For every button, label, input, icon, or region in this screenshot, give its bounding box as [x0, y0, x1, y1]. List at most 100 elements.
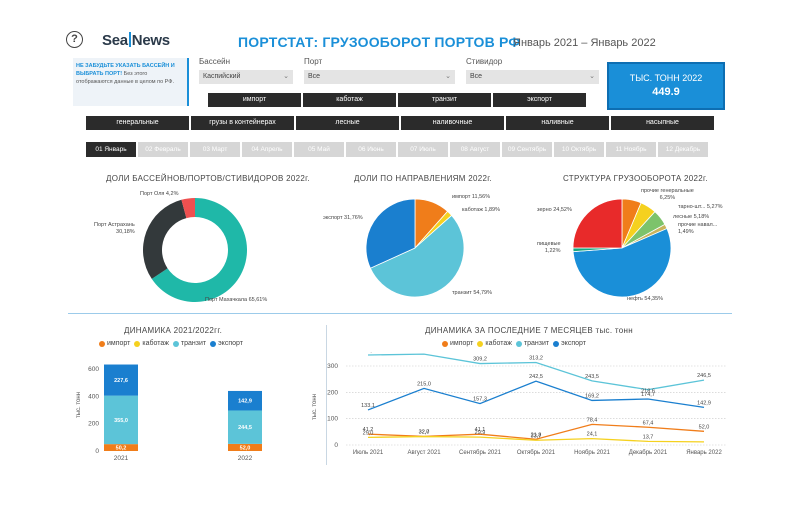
line-series-транзит[interactable] [367, 353, 705, 391]
direction-button-transit[interactable]: транзит [398, 93, 491, 107]
pie-slice-4[interactable] [365, 198, 416, 269]
line-data-label: 33,7 [531, 433, 542, 439]
line-series-каботаж[interactable] [367, 435, 705, 443]
bar-y-tick: 600 [88, 366, 99, 373]
line-data-label: 341,8 [361, 352, 375, 354]
legend2-dot-import [442, 340, 448, 347]
kpi-value: 449.9 [652, 86, 680, 98]
direction-button-cabotage[interactable]: каботаж [303, 93, 396, 107]
shares-chart-title: ДОЛИ БАССЕЙНОВ/ПОРТОВ/СТИВИДОРОВ 2022г. [106, 174, 310, 183]
logo-separator [128, 32, 131, 47]
pie-label-cabotage: каботаж 1,89% [462, 207, 500, 214]
struct-label-grain-text: зерно 24,52% [537, 207, 572, 213]
line-data-label: 24,1 [587, 432, 598, 438]
column-divider [326, 325, 327, 465]
line-data-label: 309,2 [473, 357, 487, 363]
month-button-10[interactable]: 10 Октябрь [554, 142, 604, 157]
cargo-button-bulk[interactable]: насыпные [611, 116, 714, 130]
line-data-label: 218,6 [641, 388, 655, 394]
stevedore-select[interactable]: Все ⌄ [466, 70, 599, 84]
stevedore-label: Стивидор [466, 57, 503, 66]
line-data-label: 32,0 [419, 430, 430, 436]
month-button-04[interactable]: 04 Апрель [242, 142, 292, 157]
month-button-08[interactable]: 08 Август [450, 142, 500, 157]
bar-data-label: 50,2 [116, 446, 127, 452]
basin-select[interactable]: Каспийский ⌄ [199, 70, 293, 84]
bar-segment[interactable] [104, 444, 138, 451]
donut-label-makhachkala-text: Порт Махачкала 65,61% [205, 297, 268, 303]
bar-y-tick: 400 [88, 393, 99, 400]
hint-text: Без этого отображаются данные в целом по… [76, 71, 174, 85]
line-data-label: 78,4 [587, 417, 598, 423]
port-select[interactable]: Все ⌄ [304, 70, 455, 84]
period-label: Январь 2021 – Январь 2022 [513, 37, 656, 49]
logo-left: Sea [102, 32, 128, 49]
line-x-tick: Август 2021 [407, 450, 441, 456]
direction-button-import[interactable]: импорт [208, 93, 301, 107]
month-button-09[interactable]: 09 Сентябрь [502, 142, 552, 157]
help-icon[interactable]: ? [66, 31, 83, 48]
month-button-07[interactable]: 07 Июль [398, 142, 448, 157]
month-button-12[interactable]: 12 Декабрь [658, 142, 708, 157]
struct-label-other-bulk-value: 1,49% [678, 229, 694, 235]
bar-data-label: 244,5 [238, 425, 252, 431]
pie-slice-3[interactable] [369, 214, 465, 298]
page-title: ПОРТСТАТ: ГРУЗООБОРОТ ПОРТОВ РФ [238, 34, 521, 50]
line-data-label: 157,3 [473, 397, 487, 403]
struct-label-other-bulk-name: прочие навал... [678, 222, 718, 228]
bar-segment[interactable] [104, 395, 138, 445]
struct-label-other-bulk: прочие навал... 1,49% [678, 222, 717, 236]
dyn-7m-legend: импорт каботаж транзит экспорт [442, 340, 586, 347]
pie-label-import: импорт 11,56% [452, 194, 490, 201]
struct-label-food: пищевые 1,22% [537, 241, 561, 255]
cargo-type-buttons: генеральные грузы в контейнерах лесные н… [86, 116, 714, 130]
line-data-label: 29,9 [475, 430, 486, 436]
cargo-button-containers[interactable]: грузы в контейнерах [191, 116, 294, 130]
bar-segment[interactable] [104, 364, 138, 396]
pie-slice-7[interactable] [572, 198, 623, 249]
month-button-06[interactable]: 06 Июнь [346, 142, 396, 157]
seanews-logo: Sea News [102, 32, 170, 49]
pie-label-import-text: импорт 11,56% [452, 194, 491, 200]
cargo-button-general[interactable]: генеральные [86, 116, 189, 130]
legend-dot-transit [172, 340, 179, 347]
legend2-text-transit: транзит [523, 340, 550, 347]
donut-label-olya-text: Порт Оля 4,2% [140, 191, 179, 197]
month-button-01[interactable]: 01 Январь [86, 142, 136, 157]
line-x-tick: Сентябрь 2021 [459, 450, 502, 456]
struct-label-food-name: пищевые [537, 241, 561, 247]
struct-label-general: прочие генеральные 6,25% [641, 188, 694, 202]
pie-slice-3[interactable] [181, 198, 195, 219]
cargo-button-bulk-fill[interactable]: наливочные [401, 116, 504, 130]
directions-chart-title: ДОЛИ ПО НАПРАВЛЕНИЯМ 2022г. [354, 174, 492, 183]
bar-x-tick: 2021 [114, 455, 129, 462]
pie-slice-2[interactable] [143, 199, 187, 279]
bar-segment[interactable] [228, 410, 262, 444]
hint-strong: НЕ ЗАБУДЬТЕ УКАЗАТЬ БАССЕЙН И ВЫБРАТЬ ПО… [76, 63, 175, 77]
legend-text-export: экспорт [218, 340, 243, 347]
month-button-05[interactable]: 05 Май [294, 142, 344, 157]
line-data-label: 41,2 [363, 427, 374, 433]
dyn-year-title: ДИНАМИКА 2021/2022гг. [124, 326, 223, 335]
line-data-label: 133,1 [361, 403, 375, 409]
month-buttons: 01 Январь 02 Февраль 03 Март 04 Апрель 0… [86, 142, 708, 157]
dyn-7m-title: ДИНАМИКА ЗА ПОСЛЕДНИЕ 7 МЕСЯЦЕВ тыс. тон… [425, 326, 633, 335]
bar-segment[interactable] [228, 443, 262, 451]
cargo-button-liquid[interactable]: наливные [506, 116, 609, 130]
bar-segment[interactable] [228, 390, 262, 411]
chevron-down-icon: ⌄ [283, 73, 289, 80]
line-data-label: 243,5 [585, 374, 599, 380]
month-button-03[interactable]: 03 Март [190, 142, 240, 157]
chevron-down-icon: ⌄ [589, 73, 595, 80]
line-data-label: 174,7 [641, 392, 655, 398]
pie-slice-1[interactable] [151, 198, 247, 302]
line-series-экспорт[interactable] [367, 380, 705, 411]
dyn-7m-line-chart: тыс. тонн 0 100 200 300 Июль 2021 Август 2021 С… [312, 352, 726, 456]
month-button-11[interactable]: 11 Ноябрь [606, 142, 656, 157]
cargo-button-forest[interactable]: лесные [296, 116, 399, 130]
line-data-label: 13,7 [643, 434, 654, 440]
pie-slice-5[interactable] [572, 228, 672, 298]
struct-label-grain: зерно 24,52% [537, 207, 572, 214]
month-button-02[interactable]: 02 Февраль [138, 142, 188, 157]
direction-button-export[interactable]: экспорт [493, 93, 586, 107]
